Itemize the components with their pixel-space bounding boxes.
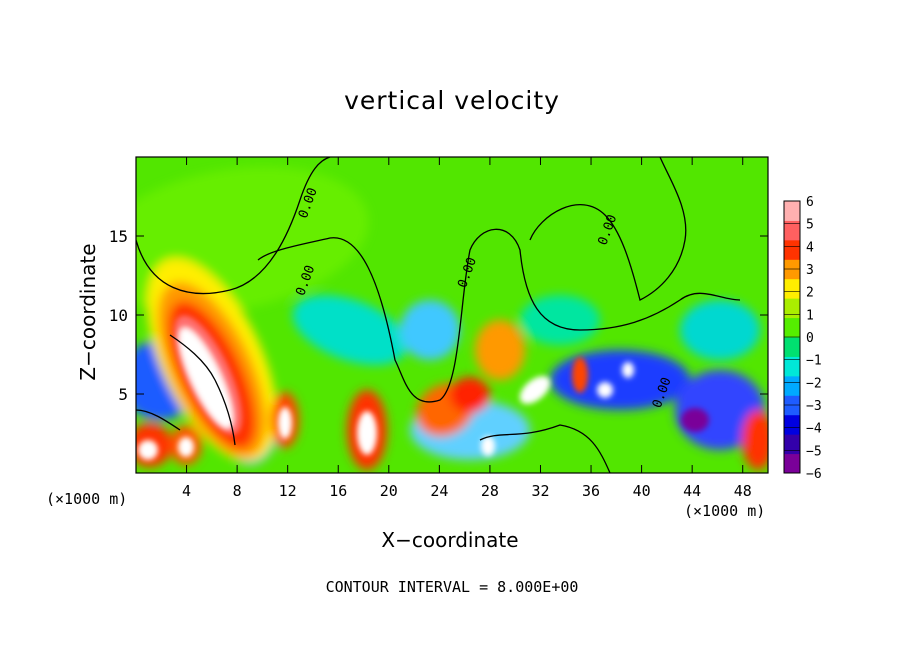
colorbar-swatch — [784, 298, 800, 319]
colorbar-tick-label: 2 — [806, 286, 814, 301]
field-patch — [481, 436, 495, 456]
x-axis: 4 8 12 16 20 24 28 32 36 40 44 48 — [182, 157, 752, 500]
x-tick-label: 4 — [182, 482, 191, 500]
chart-title: vertical velocity — [344, 86, 560, 115]
colorbar-swatch — [784, 201, 800, 221]
field-patch — [680, 300, 760, 360]
colorbar-tick-label: 4 — [806, 240, 814, 255]
field-patch — [520, 295, 600, 345]
colorbar-tick-label: 6 — [806, 195, 814, 210]
zero-contour-line — [479, 424, 611, 473]
zero-contour-line — [136, 157, 331, 295]
field-patch — [278, 407, 292, 439]
x-tick-label: 16 — [329, 482, 347, 500]
colorbar-tick-label: 3 — [806, 263, 814, 278]
x-tick-label: 48 — [734, 482, 752, 500]
field-patch — [742, 410, 768, 470]
colorbar-tick-label: −1 — [806, 354, 822, 369]
colorbar-tick-label: 0 — [806, 331, 814, 346]
colorbar-swatch — [784, 239, 800, 260]
colorbar-swatch — [784, 414, 800, 435]
field-patch — [178, 437, 194, 457]
contour-interval-note: CONTOUR INTERVAL = 8.000E+00 — [325, 578, 579, 596]
colorbar-swatch — [784, 337, 800, 357]
x-tick-label: 44 — [683, 482, 701, 500]
x-tick-label: 24 — [430, 482, 448, 500]
field-patch — [519, 376, 551, 404]
x-tick-label: 36 — [582, 482, 600, 500]
field-patch — [622, 362, 634, 378]
colorbar-tick-label: −5 — [806, 444, 822, 459]
zero-contour-line — [257, 228, 741, 403]
colorbar-swatch — [784, 375, 800, 396]
colorbar-swatch — [784, 220, 800, 241]
field-patch — [357, 411, 377, 455]
heatmap-field: 0.000.00 0.000.000.00 — [136, 157, 768, 473]
x-tick-label: 20 — [380, 482, 398, 500]
y-axis: 5 10 15 — [109, 227, 768, 404]
x-axis-label: X−coordinate — [381, 528, 519, 552]
colorbar-swatch — [784, 434, 800, 455]
x-tick-label: 32 — [531, 482, 549, 500]
colorbar-tick-label: −4 — [806, 422, 822, 437]
colorbar-tick-label: −6 — [806, 467, 822, 482]
colorbar-tick-label: 1 — [806, 308, 814, 323]
colorbar-swatch — [784, 453, 800, 474]
field-patch — [681, 408, 709, 432]
y-axis-label: Z−coordinate — [76, 243, 100, 381]
colorbar-swatch — [784, 356, 800, 377]
x-tick-label: 40 — [633, 482, 651, 500]
field-patch — [138, 440, 158, 460]
colorbar-swatch — [784, 278, 800, 299]
field-patch — [400, 300, 460, 360]
field-patch — [475, 320, 525, 380]
x-tick-label: 12 — [279, 482, 297, 500]
x-tick-label: 8 — [233, 482, 242, 500]
field-patch — [572, 357, 588, 393]
y-tick-label: 10 — [109, 306, 128, 325]
zero-contour-line — [529, 157, 687, 301]
field-patch — [450, 377, 490, 413]
colorbar-tick-label: −3 — [806, 399, 822, 414]
colorbar: 6 5 4 3 2 1 0 −1 −2 −3 −4 −5 −6 — [783, 195, 822, 482]
colorbar-tick-label: 5 — [806, 218, 814, 233]
zero-contour-line — [136, 409, 181, 431]
x-unit-label-left: (×1000 m) — [46, 490, 128, 508]
colorbar-swatch — [784, 317, 800, 338]
y-tick-label: 15 — [109, 227, 128, 246]
x-tick-label: 28 — [481, 482, 499, 500]
y-tick-label: 5 — [118, 385, 128, 404]
field-patch — [597, 382, 613, 398]
field-patch — [292, 295, 408, 365]
x-unit-label-right: (×1000 m) — [684, 502, 766, 520]
colorbar-tick-label: −2 — [806, 376, 822, 391]
zero-contour-line — [169, 334, 236, 446]
